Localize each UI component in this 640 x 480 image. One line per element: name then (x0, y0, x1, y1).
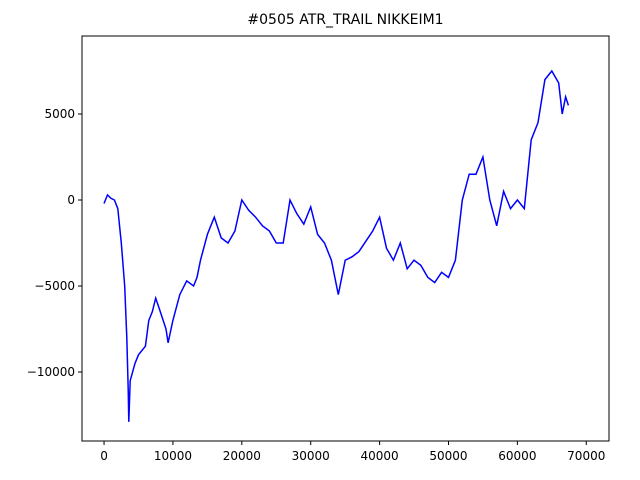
x-tick-label: 0 (100, 449, 108, 463)
y-tick-label: 5000 (44, 107, 75, 121)
x-tick-label: 40000 (361, 449, 399, 463)
y-tick-label: 0 (67, 193, 75, 207)
line (103, 69, 570, 422)
x-tick-label: 50000 (429, 449, 467, 463)
x-tick-label: 60000 (498, 449, 536, 463)
x-tick-label: 20000 (223, 449, 261, 463)
x-tick-label: 70000 (567, 449, 605, 463)
y-tick-label: −10000 (27, 365, 75, 379)
x-tick-label: 10000 (154, 449, 192, 463)
y-tick-label: −5000 (34, 279, 75, 293)
x-tick-label: 30000 (292, 449, 330, 463)
chart-title: #0505 ATR_TRAIL NIKKEIM1 (247, 12, 443, 28)
plot-frame (81, 35, 610, 442)
